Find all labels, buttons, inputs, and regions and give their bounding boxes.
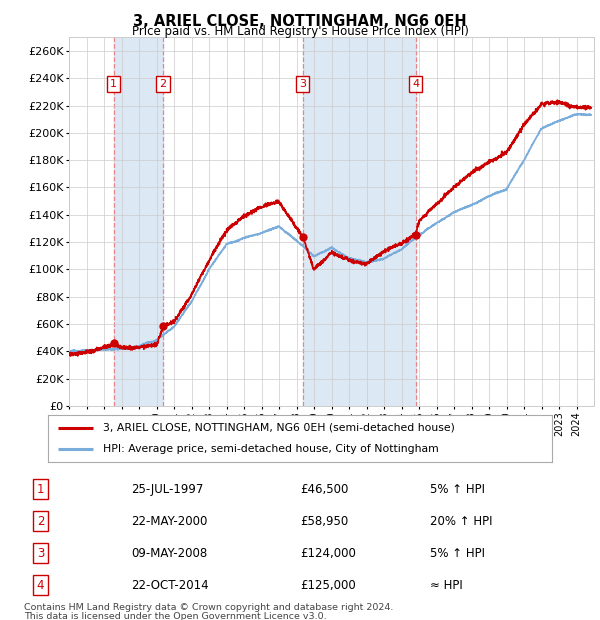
Text: 20% ↑ HPI: 20% ↑ HPI bbox=[430, 515, 492, 528]
Text: 22-MAY-2000: 22-MAY-2000 bbox=[131, 515, 207, 528]
Text: This data is licensed under the Open Government Licence v3.0.: This data is licensed under the Open Gov… bbox=[24, 612, 326, 620]
Text: 09-MAY-2008: 09-MAY-2008 bbox=[131, 547, 207, 560]
Text: Price paid vs. HM Land Registry's House Price Index (HPI): Price paid vs. HM Land Registry's House … bbox=[131, 25, 469, 38]
Text: £58,950: £58,950 bbox=[300, 515, 348, 528]
Text: HPI: Average price, semi-detached house, City of Nottingham: HPI: Average price, semi-detached house,… bbox=[103, 445, 439, 454]
Text: 1: 1 bbox=[110, 79, 117, 89]
Text: 3: 3 bbox=[299, 79, 306, 89]
Bar bbox=[114, 37, 163, 406]
Text: Contains HM Land Registry data © Crown copyright and database right 2024.: Contains HM Land Registry data © Crown c… bbox=[24, 603, 394, 613]
Text: 5% ↑ HPI: 5% ↑ HPI bbox=[430, 547, 485, 560]
Bar bbox=[302, 37, 416, 406]
Text: 22-OCT-2014: 22-OCT-2014 bbox=[131, 579, 208, 592]
Text: ≈ HPI: ≈ HPI bbox=[430, 579, 463, 592]
Text: 3, ARIEL CLOSE, NOTTINGHAM, NG6 0EH (semi-detached house): 3, ARIEL CLOSE, NOTTINGHAM, NG6 0EH (sem… bbox=[103, 423, 455, 433]
Text: 1: 1 bbox=[37, 483, 44, 496]
Text: £46,500: £46,500 bbox=[300, 483, 349, 496]
Text: 4: 4 bbox=[37, 579, 44, 592]
Text: 2: 2 bbox=[160, 79, 167, 89]
Text: 3, ARIEL CLOSE, NOTTINGHAM, NG6 0EH: 3, ARIEL CLOSE, NOTTINGHAM, NG6 0EH bbox=[133, 14, 467, 29]
Text: £124,000: £124,000 bbox=[300, 547, 356, 560]
Text: 2: 2 bbox=[37, 515, 44, 528]
Text: £125,000: £125,000 bbox=[300, 579, 356, 592]
Text: 5% ↑ HPI: 5% ↑ HPI bbox=[430, 483, 485, 496]
Text: 25-JUL-1997: 25-JUL-1997 bbox=[131, 483, 203, 496]
Text: 4: 4 bbox=[412, 79, 419, 89]
Text: 3: 3 bbox=[37, 547, 44, 560]
